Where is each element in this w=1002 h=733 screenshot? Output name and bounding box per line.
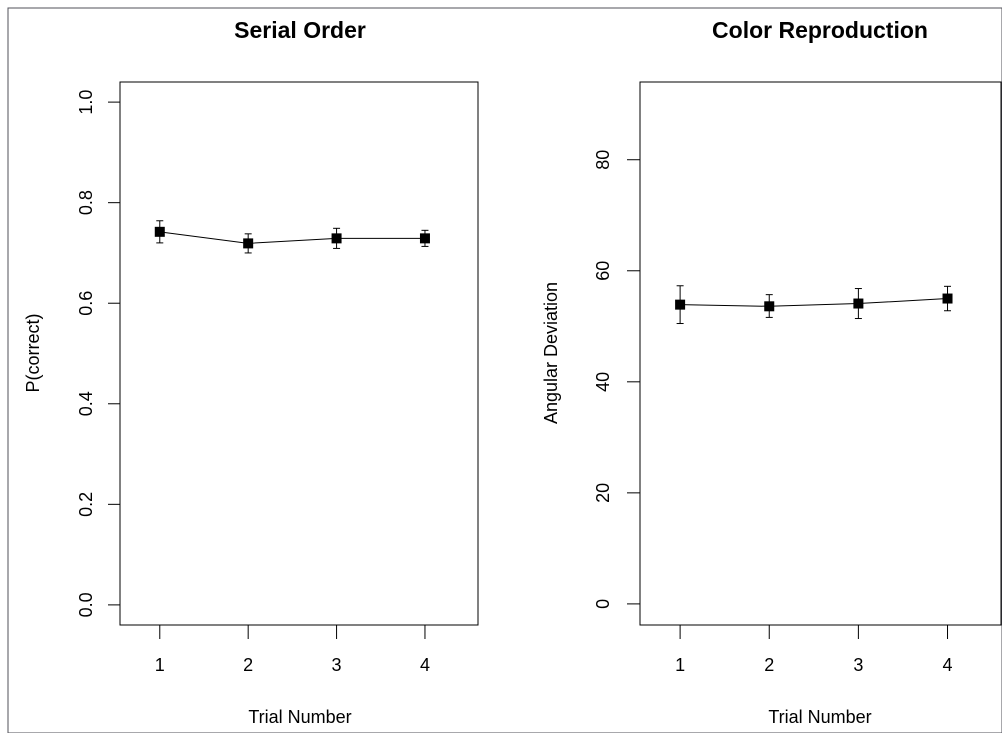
y-axis: 0.0 0.2 0.4 0.6 0.8 1.0 [76,90,121,617]
x-tick-label: 4 [420,655,430,675]
x-axis-label: Trial Number [768,707,871,727]
panel-serial-order: Serial Order 1 2 3 4 0.0 0.2 0.4 0.6 0.8 1.0 Tri… [23,17,479,727]
y-tick-label: 1.0 [76,90,96,115]
y-axis-label: P(correct) [23,313,43,392]
y-axis-label: Angular Deviation [541,282,561,424]
series [675,285,953,325]
y-tick-label: 0.0 [76,592,96,617]
y-tick-label: 0.4 [76,391,96,416]
y-tick-label: 0.6 [76,291,96,316]
figure-border [7,7,1002,733]
x-tick-label: 1 [155,655,165,675]
x-tick-label: 1 [675,655,685,675]
x-axis-label: Trial Number [248,707,351,727]
series-line [159,231,425,244]
y-tick-label: 0.8 [76,190,96,215]
x-axis: 1 2 3 4 [155,624,430,675]
data-point [243,238,254,249]
data-point [331,233,342,244]
data-point [942,293,953,304]
x-axis: 1 2 3 4 [675,624,953,675]
y-tick-label: 0 [593,599,613,609]
series-line [680,298,948,307]
y-tick-label: 0.2 [76,492,96,517]
y-tick-label: 20 [593,483,613,503]
data-point [853,298,864,309]
x-tick-label: 2 [764,655,774,675]
x-tick-label: 4 [943,655,953,675]
y-tick-label: 40 [593,372,613,392]
y-tick-label: 80 [593,150,613,170]
x-tick-label: 2 [243,655,253,675]
y-axis: 0 20 40 60 80 [593,150,641,609]
chart-title: Serial Order [234,17,366,43]
x-tick-label: 3 [853,655,863,675]
data-point [419,233,430,244]
y-tick-label: 60 [593,261,613,281]
series [154,220,430,254]
data-point [764,301,775,312]
chart-title: Color Reproduction [712,17,928,43]
data-point [154,226,165,237]
panel-color-reproduction: Color Reproduction 1 2 3 4 0 20 40 60 80 Trial … [541,17,1002,727]
data-point [675,299,686,310]
x-tick-label: 3 [332,655,342,675]
